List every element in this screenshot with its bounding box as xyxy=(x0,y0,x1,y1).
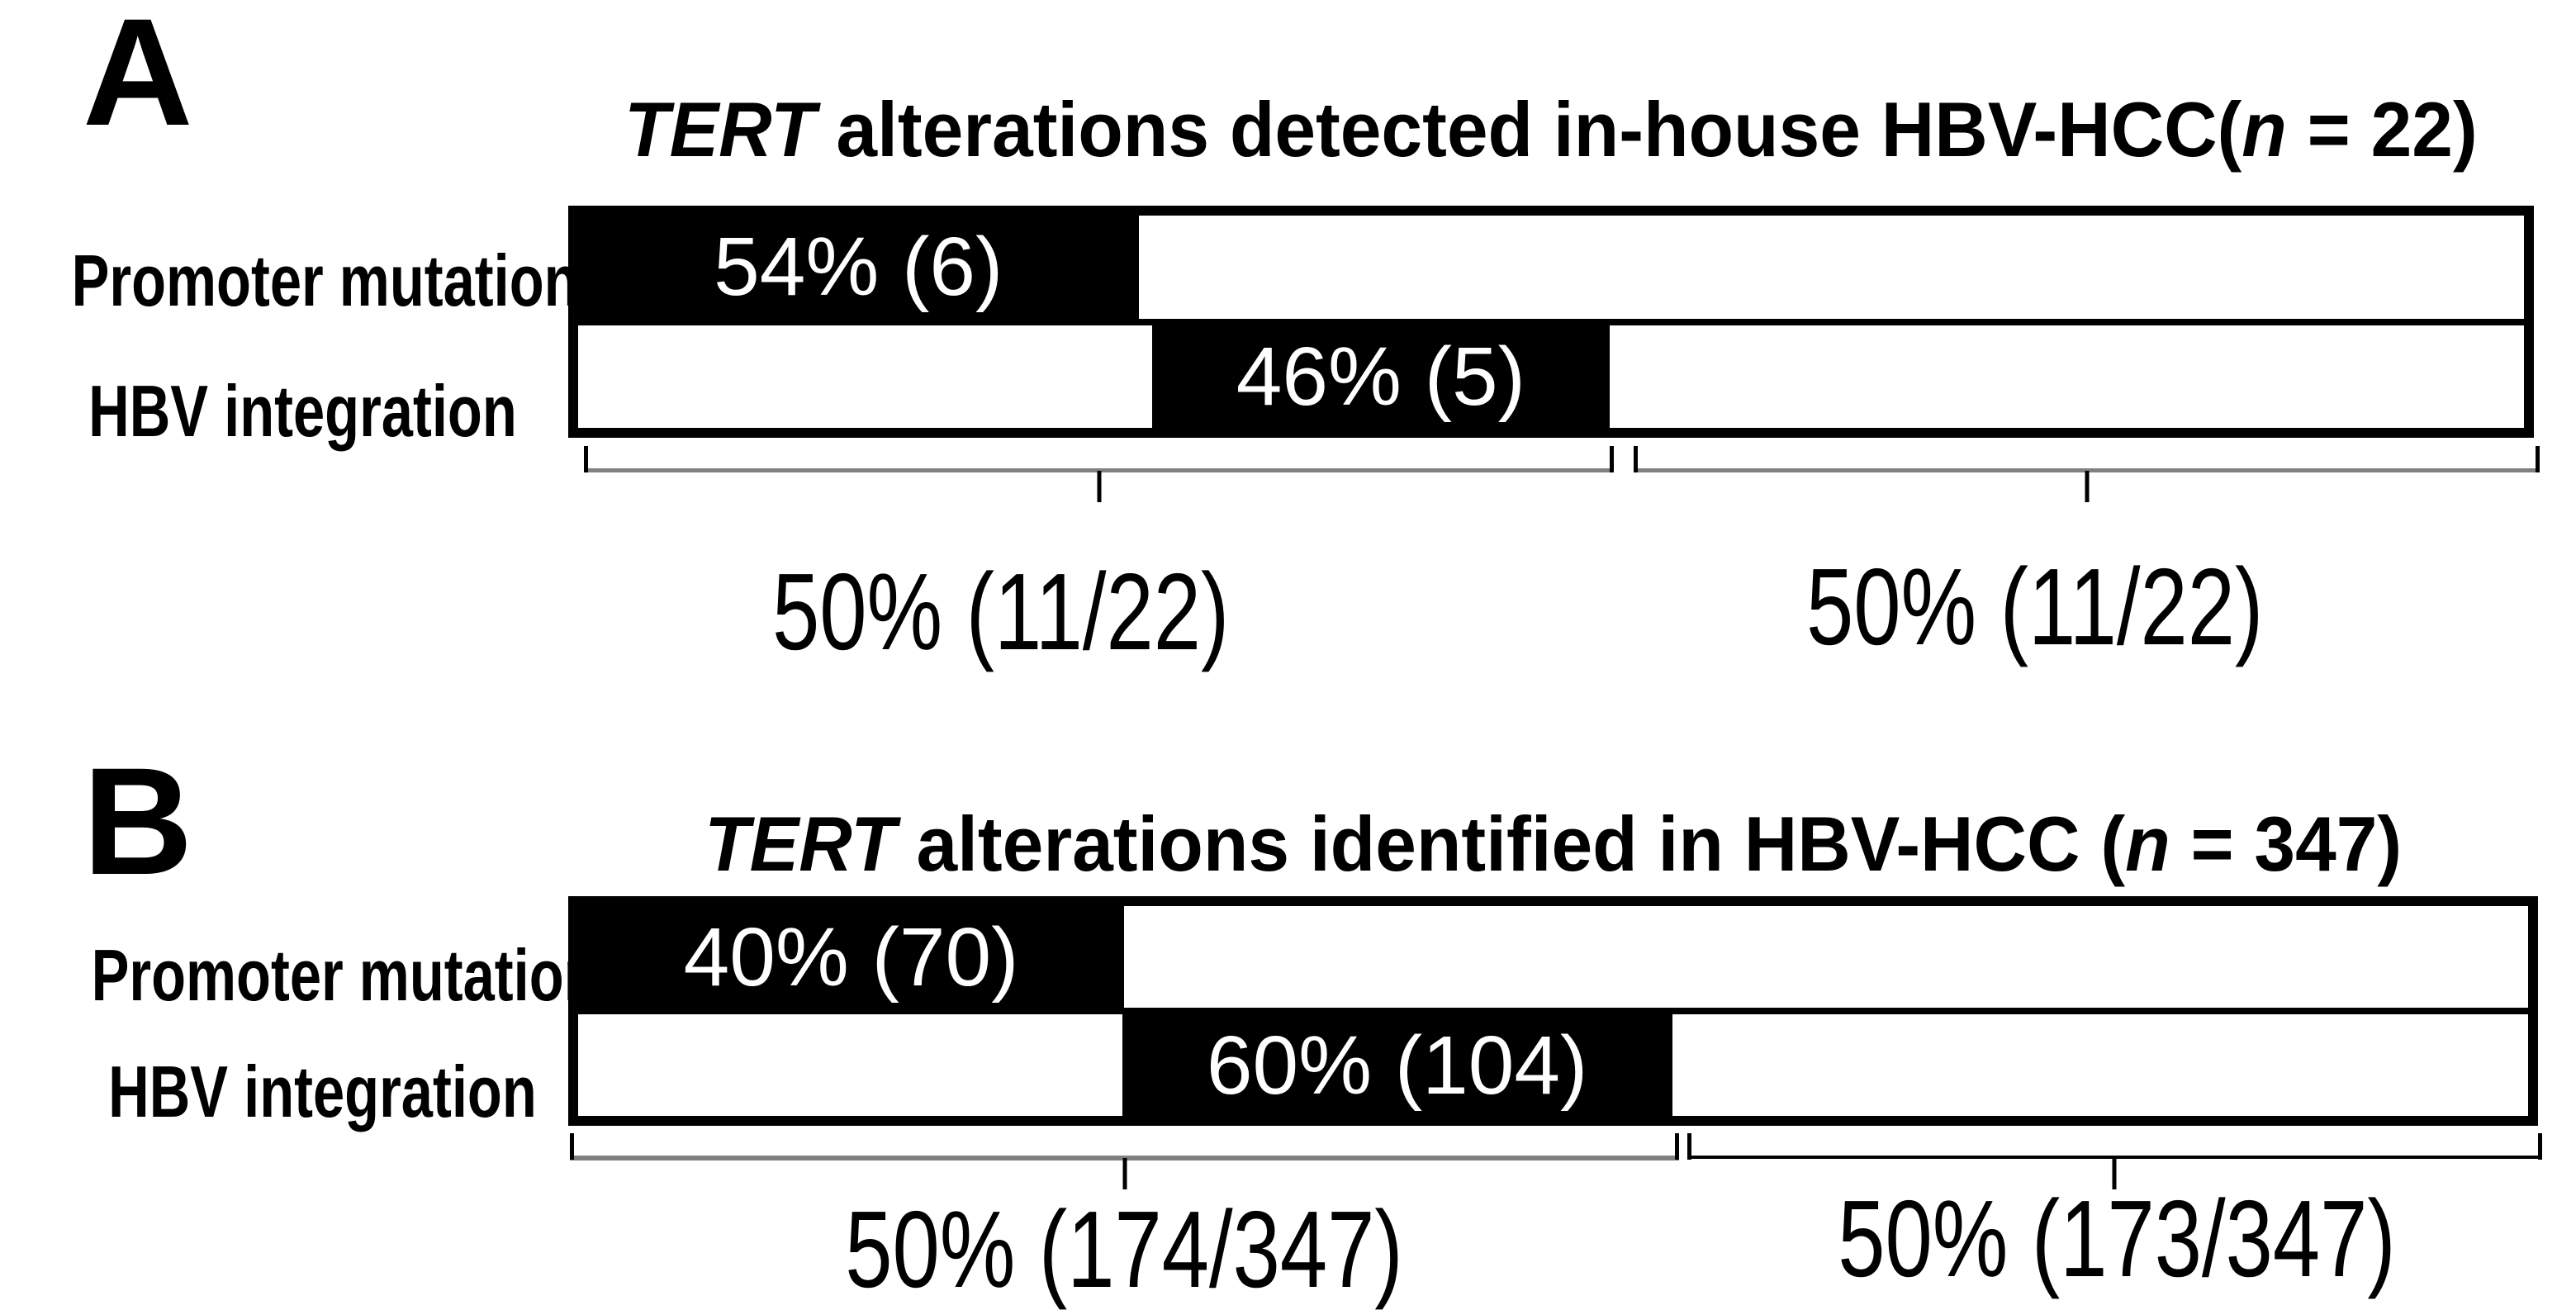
bar-value-label: 40% (70) xyxy=(683,910,1019,1004)
brace-right xyxy=(1686,1133,2542,1193)
row-label-hbv-integration: HBV integration xyxy=(88,370,517,452)
stacked-bar-chart-b: 40% (70) 60% (104) xyxy=(568,896,2538,1126)
brace-hook-right xyxy=(1610,446,1615,472)
bar-row-promoter-mutation: 40% (70) xyxy=(578,906,2528,1008)
bar-segment-hbv-integration: 46% (5) xyxy=(1152,325,1610,428)
title-middle: alterations detected in-house HBV-HCC( xyxy=(815,86,2242,173)
brace-center-tick xyxy=(1122,1158,1127,1189)
title-tail: = 22) xyxy=(2286,86,2478,173)
brace-hook-right xyxy=(2536,446,2540,472)
stacked-bar-chart-a: 54% (6) 46% (5) xyxy=(568,206,2534,438)
panel-a-title: TERT alterations detected in-house HBV-H… xyxy=(568,91,2534,168)
brace-center-tick xyxy=(1097,471,1102,502)
brace-left xyxy=(570,1133,1680,1193)
brace-hook-left xyxy=(1686,1133,1691,1160)
brace-line xyxy=(584,468,1615,472)
row-label-promoter-mutation: Promoter mutation xyxy=(91,934,599,1016)
panel-a-letter: A xyxy=(83,0,193,158)
brace-hook-left xyxy=(570,1133,575,1160)
brace-line xyxy=(1633,468,2540,472)
bar-row-promoter-mutation: 54% (6) xyxy=(578,216,2524,319)
brace-hook-left xyxy=(1633,446,1638,472)
brace-line xyxy=(1686,1156,2542,1159)
n-symbol-italic: n xyxy=(2242,86,2287,173)
brace-center-tick xyxy=(2085,471,2090,502)
brace-hook-left xyxy=(584,446,589,472)
panel-a-title-text: TERT alterations detected in-house HBV-H… xyxy=(624,91,2478,168)
bar-value-label: 46% (5) xyxy=(1236,330,1525,423)
panel-b-title: TERT alterations identified in HBV-HCC (… xyxy=(568,805,2538,883)
title-middle: alterations identified in HBV-HCC ( xyxy=(895,800,2125,887)
brace-hook-right xyxy=(1675,1133,1680,1160)
gene-symbol-italic: TERT xyxy=(624,86,816,173)
brace-right xyxy=(1633,446,2540,505)
bar-value-label: 60% (104) xyxy=(1206,1018,1588,1112)
brace-label-left: 50% (11/22) xyxy=(771,551,1230,672)
brace-label-right: 50% (173/347) xyxy=(1837,1178,2396,1299)
bar-row-hbv-integration: 46% (5) xyxy=(578,325,2524,428)
gene-symbol-italic: TERT xyxy=(704,800,896,887)
brace-hook-right xyxy=(2537,1133,2542,1160)
row-divider xyxy=(578,1008,2528,1014)
bar-segment-hbv-integration: 60% (104) xyxy=(1122,1014,1672,1116)
row-label-hbv-integration: HBV integration xyxy=(107,1051,537,1132)
bar-row-hbv-integration: 60% (104) xyxy=(578,1014,2528,1116)
title-tail: = 347) xyxy=(2170,800,2403,887)
bar-value-label: 54% (6) xyxy=(714,221,1003,314)
n-symbol-italic: n xyxy=(2124,800,2170,887)
brace-center-tick xyxy=(2112,1158,2117,1189)
panel-b-letter: B xyxy=(83,737,193,907)
panel-b-title-text: TERT alterations identified in HBV-HCC (… xyxy=(704,805,2402,883)
bar-segment-promoter-mutation: 40% (70) xyxy=(578,906,1125,1008)
brace-left xyxy=(584,446,1615,505)
row-divider xyxy=(578,318,2524,325)
row-label-promoter-mutation: Promoter mutation xyxy=(71,240,579,321)
brace-label-right: 50% (11/22) xyxy=(1805,546,2264,667)
brace-label-left: 50% (174/347) xyxy=(844,1189,1403,1310)
bar-segment-promoter-mutation: 54% (6) xyxy=(578,216,1139,319)
